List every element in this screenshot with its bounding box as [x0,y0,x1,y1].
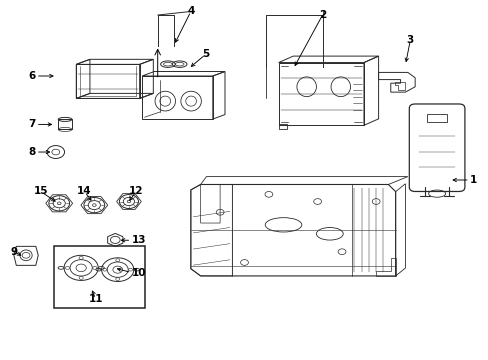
Text: 3: 3 [406,35,413,45]
Text: 1: 1 [469,175,476,185]
Text: 14: 14 [77,186,92,197]
Text: 12: 12 [129,186,143,197]
Text: 10: 10 [131,267,145,278]
Bar [427,114,446,122]
Text: 8: 8 [28,147,36,157]
Text: 5: 5 [202,49,209,59]
Bar [54,246,144,309]
Text: 11: 11 [88,294,103,304]
Text: 7: 7 [28,120,36,129]
Text: 4: 4 [187,6,194,17]
Text: 13: 13 [131,235,145,245]
Text: 15: 15 [33,186,48,197]
Text: 2: 2 [318,10,325,20]
Text: 9: 9 [11,247,18,257]
Text: 6: 6 [28,71,36,81]
